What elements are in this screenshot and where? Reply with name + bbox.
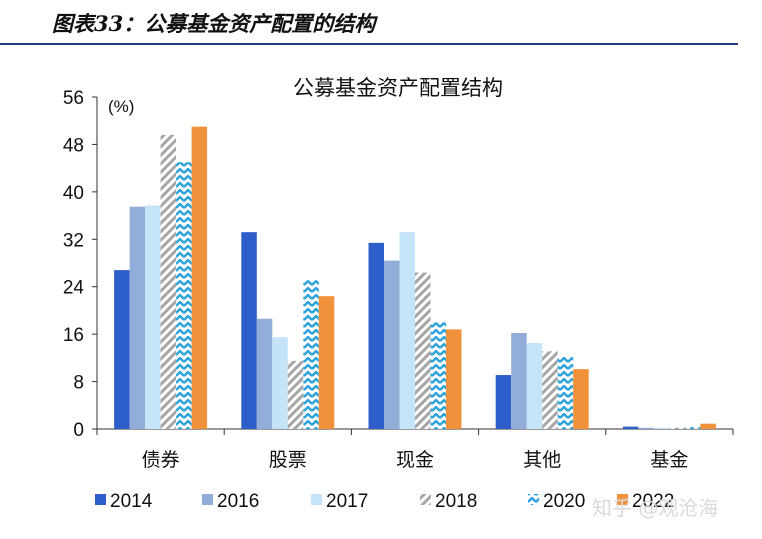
bar-2022 xyxy=(446,329,462,429)
bar-2020 xyxy=(557,356,574,429)
y-tick-label: 48 xyxy=(63,135,84,156)
bar-2016 xyxy=(129,206,146,429)
x-category-label: 债券 xyxy=(142,449,180,471)
bar-2018 xyxy=(669,427,685,429)
bar-2014 xyxy=(368,242,384,429)
figure-title: 图表33：公募基金资产配置的结构 xyxy=(52,11,376,36)
bar-2017 xyxy=(272,337,288,429)
y-tick-label: 8 xyxy=(73,373,84,394)
bar-2017 xyxy=(399,232,415,429)
legend-label: 2014 xyxy=(110,491,153,512)
bar-2017 xyxy=(653,427,670,429)
x-category-label: 股票 xyxy=(269,449,307,471)
bar-2018 xyxy=(160,134,177,429)
legend-label: 2016 xyxy=(217,491,259,512)
bar-2014 xyxy=(495,375,512,429)
legend-swatch-2014 xyxy=(95,494,106,505)
legend-swatch-2018 xyxy=(420,494,431,505)
y-tick-label: 32 xyxy=(63,230,84,251)
bar-2014 xyxy=(622,426,639,429)
y-tick-label: 0 xyxy=(73,420,84,441)
x-category-label: 现金 xyxy=(396,449,434,471)
bar-2017 xyxy=(526,343,543,429)
bar-2022 xyxy=(700,423,716,429)
bar-2016 xyxy=(511,332,527,429)
bar-2014 xyxy=(241,232,257,429)
bar-2018 xyxy=(415,272,431,429)
y-tick-label: 56 xyxy=(63,88,84,109)
bar-2016 xyxy=(256,318,273,429)
y-tick-label: 24 xyxy=(63,278,85,299)
bar-2020 xyxy=(303,280,319,429)
legend-label: 2020 xyxy=(543,491,585,512)
bar-2022 xyxy=(191,126,208,430)
bar-2018 xyxy=(287,360,304,429)
title-divider xyxy=(0,43,738,45)
legend-label: 2022 xyxy=(632,491,674,512)
bar-2022 xyxy=(573,369,589,429)
legend-label: 2018 xyxy=(435,491,477,512)
bar-2016 xyxy=(638,427,654,429)
watermark: 知乎 @观沧海 xyxy=(592,496,719,520)
bar-2017 xyxy=(145,205,161,429)
bar-2022 xyxy=(318,296,335,429)
y-tick-label: 16 xyxy=(63,325,84,346)
bar-2020 xyxy=(176,162,192,429)
legend-swatch-2022 xyxy=(617,494,628,505)
x-category-label: 其他 xyxy=(523,449,561,471)
legend-swatch-2016 xyxy=(202,494,213,505)
bar-2014 xyxy=(114,270,130,429)
y-tick-label: 40 xyxy=(63,183,84,204)
bar-2016 xyxy=(384,260,400,429)
legend-swatch-2017 xyxy=(311,494,322,505)
y-axis-unit-label: (%) xyxy=(108,97,134,116)
chart-title: 公募基金资产配置结构 xyxy=(293,76,503,100)
legend-label: 2017 xyxy=(326,491,368,512)
x-category-label: 基金 xyxy=(650,449,688,471)
bar-2018 xyxy=(542,351,558,429)
legend-swatch-2020 xyxy=(528,494,539,505)
bar-2020 xyxy=(430,322,446,429)
bar-2020 xyxy=(684,426,701,429)
